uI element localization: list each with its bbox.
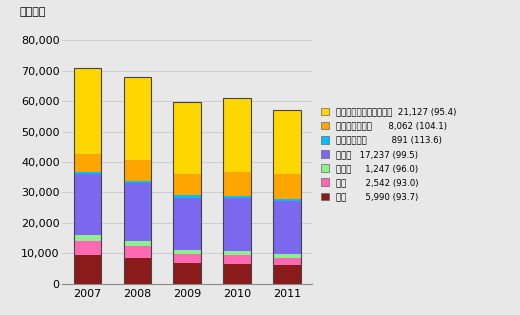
Bar xyxy=(74,235,101,241)
Bar xyxy=(124,77,151,284)
Bar xyxy=(274,201,301,254)
Bar xyxy=(274,254,301,258)
Bar xyxy=(74,68,101,154)
Bar xyxy=(274,265,301,284)
Bar xyxy=(174,263,201,284)
Bar xyxy=(274,110,301,284)
Bar xyxy=(174,254,201,263)
Bar xyxy=(224,98,251,172)
Bar xyxy=(74,241,101,255)
Legend: プロモーションメディア  21,127 (95.4), インターネット      8,062 (104.1), 衛星メディア         891 (113.: プロモーションメディア 21,127 (95.4), インターネット 8,062… xyxy=(319,106,458,203)
Bar xyxy=(74,255,101,284)
Bar xyxy=(74,154,101,172)
Bar xyxy=(224,251,251,255)
Bar xyxy=(124,258,151,284)
Bar xyxy=(174,102,201,284)
Bar xyxy=(174,250,201,254)
Bar xyxy=(74,68,101,284)
Bar xyxy=(224,196,251,198)
Bar xyxy=(124,159,151,181)
Bar xyxy=(74,175,101,235)
Bar xyxy=(224,255,251,264)
Bar xyxy=(224,198,251,251)
Bar xyxy=(274,258,301,265)
Bar xyxy=(224,264,251,284)
Bar xyxy=(274,199,301,201)
Bar xyxy=(74,172,101,175)
Bar xyxy=(174,198,201,250)
Bar xyxy=(124,246,151,258)
Bar xyxy=(174,102,201,174)
Bar xyxy=(124,181,151,183)
Text: （億円）: （億円） xyxy=(20,8,46,17)
Bar xyxy=(224,172,251,196)
Bar xyxy=(124,241,151,246)
Bar xyxy=(224,98,251,284)
Bar xyxy=(274,110,301,174)
Bar xyxy=(174,174,201,195)
Bar xyxy=(124,77,151,159)
Bar xyxy=(274,174,301,199)
Bar xyxy=(124,183,151,241)
Bar xyxy=(174,195,201,198)
